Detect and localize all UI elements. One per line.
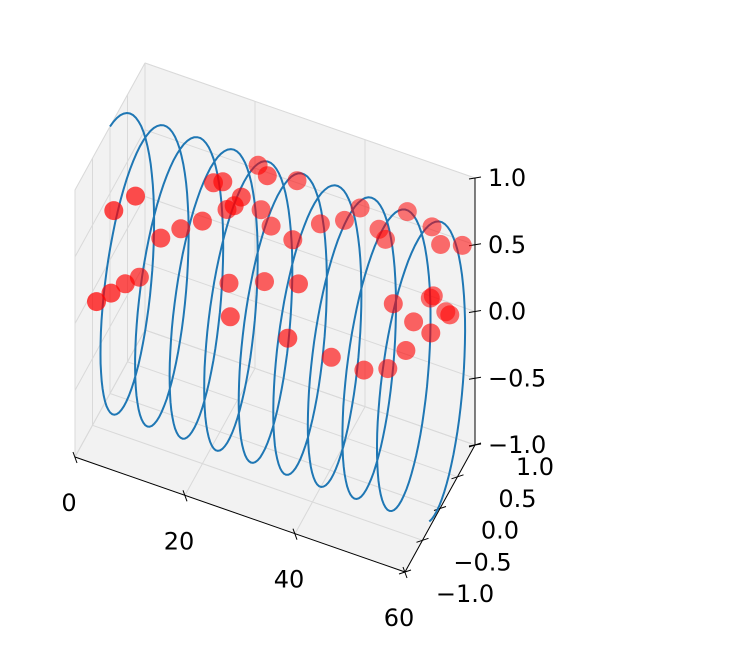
scatter-point <box>261 216 281 236</box>
scatter-point <box>321 347 341 367</box>
scatter-point <box>101 283 121 303</box>
gridline-z-back <box>144 62 476 179</box>
scatter-point <box>126 186 145 206</box>
chart-axes: 0204060−1.0−0.50.00.51.0−1.0−0.50.00.51.… <box>61 164 554 632</box>
gridline-z-left <box>74 196 146 324</box>
x-tick-label: 0 <box>61 489 76 517</box>
scatter-point <box>431 235 451 254</box>
z-tick-label: −1.0 <box>488 431 546 459</box>
scatter-point <box>335 210 354 230</box>
gridline-y-floor <box>92 424 423 541</box>
z-tick <box>468 443 482 447</box>
scatter-point <box>115 274 135 294</box>
scatter-point <box>87 292 106 312</box>
scatter-point <box>397 202 417 222</box>
x-tick <box>292 528 298 540</box>
gridline-y-floor <box>127 361 458 478</box>
y-tick-label: −0.5 <box>453 548 511 576</box>
y-tick <box>433 506 447 511</box>
helix-line <box>99 111 467 523</box>
scatter-point <box>421 323 441 343</box>
x-tick-label: 20 <box>164 527 195 555</box>
scatter-point <box>251 200 271 220</box>
scatter-point <box>289 274 308 294</box>
x-tick-label: 40 <box>274 566 305 594</box>
z-tick <box>468 176 482 180</box>
y-tick-label: 0.0 <box>481 517 519 545</box>
scatter-point <box>151 228 171 248</box>
scatter-point <box>171 219 191 239</box>
z-tick-label: 0.5 <box>488 231 526 259</box>
scatter-point <box>278 328 298 348</box>
scatter-point <box>354 360 374 380</box>
z-tick <box>468 310 482 313</box>
scatter-point <box>440 305 460 325</box>
scatter-point <box>452 235 472 255</box>
scatter-point <box>404 312 424 332</box>
scatter-point <box>350 198 370 218</box>
x-tick <box>182 490 188 502</box>
scatter-point <box>310 214 330 234</box>
scatter-point <box>255 272 274 292</box>
y-tick-label: −1.0 <box>436 580 494 608</box>
scatter-point <box>220 307 240 327</box>
scatter-point <box>231 187 251 207</box>
scatter-point <box>283 230 303 250</box>
chart-plot-area <box>87 111 472 523</box>
y-tick <box>416 537 429 543</box>
z-tick <box>468 376 482 380</box>
x-axis-line <box>74 456 406 573</box>
scatter-point <box>422 217 442 237</box>
scatter-point <box>219 273 239 293</box>
scatter-point <box>376 229 395 249</box>
y-tick <box>398 569 412 575</box>
scatter-point <box>192 211 212 231</box>
z-tick-label: 0.0 <box>488 298 526 326</box>
scatter-point <box>396 341 416 360</box>
scatter-point <box>423 286 443 306</box>
z-tick-label: 1.0 <box>488 164 526 192</box>
gridline-z-back <box>144 262 476 379</box>
x-tick <box>72 451 78 464</box>
gridline-z-left <box>74 129 146 258</box>
scatter-point <box>383 294 403 314</box>
y-tick <box>451 474 464 480</box>
y-tick-label: 0.5 <box>498 485 536 513</box>
z-tick-label: −0.5 <box>488 364 546 392</box>
scatter-point <box>129 267 149 287</box>
scatter-point <box>378 359 398 379</box>
gridline-z-left <box>74 329 146 458</box>
scatter-point <box>213 172 233 192</box>
scatter-point <box>287 171 307 191</box>
y-tick-label: 1.0 <box>516 453 554 481</box>
x-tick-label: 60 <box>384 604 415 632</box>
scatter-point <box>257 166 277 186</box>
scatter-point <box>104 201 124 221</box>
